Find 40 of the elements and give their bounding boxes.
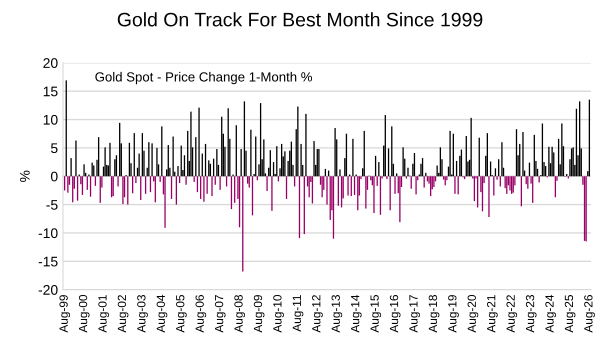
- x-tick-label: Aug-01: [98, 295, 109, 333]
- x-tick-label: Aug-20: [468, 294, 478, 333]
- x-tick-label: Aug-06: [195, 295, 206, 333]
- y-tick-label: 10: [44, 114, 58, 125]
- x-tick-label: Aug-05: [176, 295, 187, 333]
- x-tick-label: Aug-14: [351, 294, 362, 333]
- x-tick-label: Aug-22: [506, 295, 518, 333]
- x-tick-label: Aug-25: [564, 295, 576, 333]
- y-tick-label: -10: [38, 228, 58, 238]
- x-tick-label: Aug-09: [254, 295, 264, 333]
- x-tick-label: Aug-26: [584, 295, 595, 333]
- y-axis-title: %: [20, 170, 30, 182]
- x-tick-label: Aug-00: [78, 294, 90, 333]
- y-tick-label: -15: [38, 256, 58, 266]
- y-tick-label: 5: [50, 143, 58, 154]
- x-tick-label: Aug-13: [332, 295, 342, 333]
- x-tick-label: Aug-17: [409, 295, 420, 333]
- y-tick-label: -20: [38, 285, 58, 295]
- x-tick-label: Aug-19: [448, 295, 459, 333]
- y-tick-label: 15: [44, 86, 58, 96]
- x-tick-label: Aug-10: [273, 294, 284, 333]
- annotation: Gold Spot - Price Change 1-Month %: [95, 72, 312, 84]
- x-tick-label: Aug-16: [390, 295, 401, 333]
- x-tick-label: Aug-02: [118, 295, 128, 333]
- x-tick-label: Aug-99: [59, 295, 70, 333]
- x-tick-label: Aug-18: [428, 295, 440, 333]
- x-tick-label: Aug-07: [214, 295, 226, 333]
- x-tick-label: Aug-04: [156, 294, 168, 333]
- x-tick-label: Aug-21: [487, 295, 498, 333]
- y-tick-label: 20: [43, 58, 58, 68]
- x-tick-label: Aug-23: [526, 295, 537, 333]
- x-tick-label: Aug-03: [137, 295, 148, 333]
- x-tick-label: Aug-24: [545, 294, 556, 333]
- x-tick-label: Aug-11: [292, 295, 304, 332]
- x-tick-label: Aug-12: [312, 295, 323, 333]
- x-tick-label: Aug-08: [234, 295, 246, 333]
- chart-title: Gold On Track For Best Month Since 1999: [118, 12, 482, 26]
- y-tick-label: -5: [46, 200, 58, 210]
- x-tick-label: Aug-15: [370, 295, 382, 333]
- y-tick-label: 0: [50, 172, 58, 182]
